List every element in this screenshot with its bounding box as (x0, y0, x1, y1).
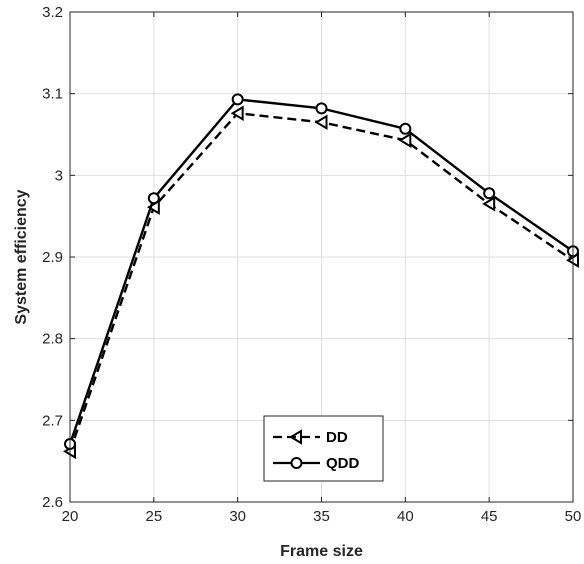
x-tick-label: 30 (229, 508, 246, 525)
legend-dd-label: DD (326, 429, 348, 446)
y-tick-label: 2.8 (42, 331, 63, 348)
y-tick-label: 3 (55, 167, 63, 184)
x-tick-label: 35 (313, 508, 330, 525)
y-tick-label: 3.2 (42, 4, 63, 21)
legend: DD QDD (263, 415, 384, 482)
data-point-dd (314, 114, 328, 131)
x-tick-label: 20 (62, 508, 79, 525)
x-tick-label: 45 (481, 508, 498, 525)
x-tick-label: 50 (565, 508, 582, 525)
x-axis-title: Frame size (280, 543, 363, 560)
y-tick-label: 3.1 (42, 86, 63, 103)
y-tick-label: 2.7 (42, 412, 63, 429)
data-point-dd (230, 105, 244, 122)
data-point-dd (482, 196, 496, 212)
data-point-qdd (147, 192, 160, 205)
y-tick-label: 2.6 (42, 494, 63, 511)
legend-qdd-label: QDD (326, 455, 360, 472)
ticks (69, 11, 574, 503)
legend-box (263, 415, 384, 482)
data-point-qdd (399, 122, 412, 135)
x-tick-label: 40 (397, 508, 414, 525)
data-point-qdd (483, 187, 496, 200)
legend-dd-marker (289, 429, 302, 445)
legend-qdd-marker (290, 457, 303, 469)
data-point-qdd (231, 93, 244, 106)
data-point-dd (398, 132, 412, 148)
y-tick-label: 2.9 (42, 249, 63, 266)
x-tick-label: 25 (145, 508, 162, 525)
tick-labels: 20 25 30 35 40 45 50 2.6 2.7 2.8 2.9 3 3.1 3.2 (42, 4, 581, 525)
data-point-qdd (315, 102, 328, 115)
y-axis-title: System efficiency (13, 189, 30, 324)
